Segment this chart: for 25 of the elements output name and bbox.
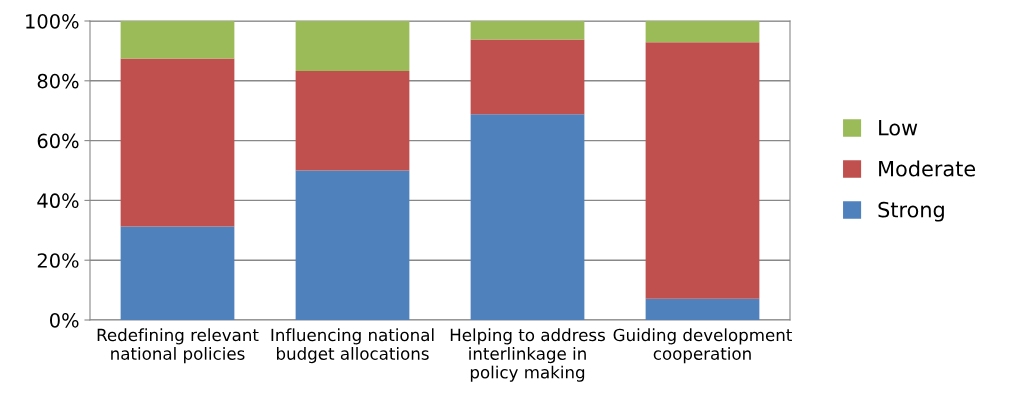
y-tick-label: 40% bbox=[37, 193, 79, 209]
bar bbox=[645, 298, 760, 320]
x-tick-label: Helping to address interlinkage in policy making bbox=[450, 328, 605, 382]
bar bbox=[295, 170, 410, 320]
y-tick-label: 100% bbox=[26, 13, 79, 29]
bar bbox=[295, 70, 410, 171]
legend-label: Strong bbox=[878, 201, 944, 222]
bar bbox=[645, 42, 760, 299]
legend-label: Low bbox=[879, 120, 918, 136]
y-tick-label: 60% bbox=[37, 133, 79, 149]
y-tick-label: 0% bbox=[50, 312, 79, 328]
bar bbox=[120, 21, 235, 59]
bar bbox=[120, 226, 235, 320]
bar bbox=[470, 39, 585, 115]
x-tick-label: Guiding development cooperation bbox=[613, 328, 792, 364]
bar bbox=[295, 21, 410, 71]
legend-label: Moderate bbox=[879, 160, 976, 177]
bar bbox=[470, 21, 585, 40]
x-tick-label: Redefining relevant national policies bbox=[97, 328, 259, 364]
bar bbox=[645, 21, 760, 43]
bar bbox=[120, 58, 235, 227]
y-tick-label: 20% bbox=[37, 253, 79, 268]
x-tick-label: Influencing national budget allocations bbox=[271, 328, 434, 364]
bar bbox=[470, 114, 585, 320]
y-tick-label: 80% bbox=[37, 73, 79, 89]
